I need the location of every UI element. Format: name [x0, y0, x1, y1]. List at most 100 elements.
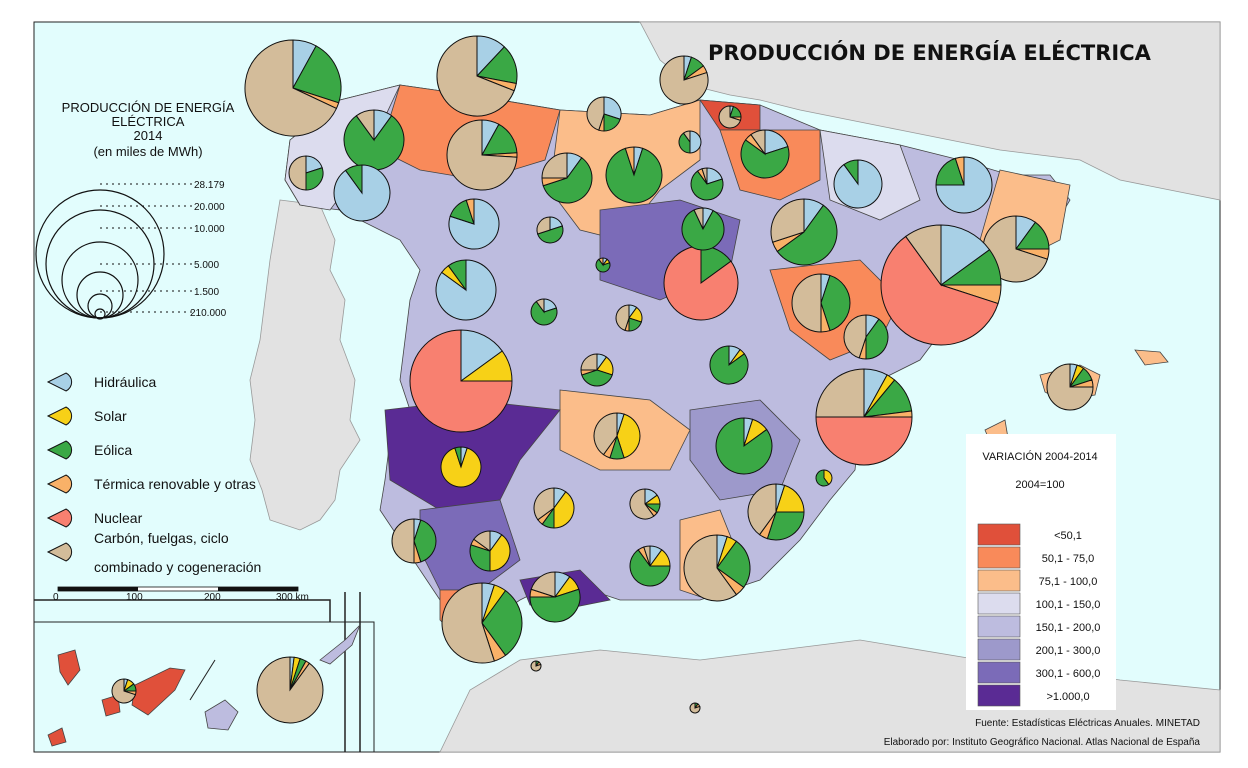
- pie-slice: [536, 216, 551, 235]
- scale-tick-0: 0: [53, 592, 59, 603]
- pie-slice: [541, 152, 568, 179]
- pie-slice: [537, 225, 564, 244]
- pie-slice: [663, 245, 739, 321]
- pie-slice: [750, 129, 766, 156]
- el-hierro-island: [47, 727, 67, 747]
- variation-label: 150,1 - 200,0: [1036, 622, 1101, 634]
- pie-slice: [766, 511, 805, 541]
- pie-slice: [344, 164, 363, 195]
- pie-slice: [481, 589, 523, 657]
- variation-swatch: [977, 638, 1021, 661]
- size-value-4: 5.000: [194, 260, 219, 271]
- legend-hidraulica: Hidráulica: [46, 372, 156, 392]
- pie-slice: [629, 549, 671, 587]
- pie-slice: [436, 35, 515, 117]
- legend-termica: Térmica renovable y otras: [46, 474, 256, 494]
- variation-swatch: [977, 569, 1021, 592]
- pie-slice: [244, 39, 338, 137]
- pie-slice: [843, 314, 867, 359]
- scale-tick-100: 100: [126, 592, 143, 603]
- pie-slice: [530, 571, 556, 598]
- pie-slice: [413, 519, 437, 563]
- pie-slice: [530, 300, 558, 326]
- pie-slice: [693, 207, 704, 230]
- pie-slice: [473, 530, 491, 552]
- pie-slice: [440, 447, 482, 488]
- variation-label: 50,1 - 75,0: [1042, 553, 1095, 565]
- size-legend-heading-2: ELÉCTRICA: [112, 114, 185, 129]
- legend-carbon: Carbón, fuelgas, ciclo combinado y cogen…: [46, 530, 261, 575]
- pie-slice: [791, 273, 822, 333]
- pie-slice: [718, 105, 742, 129]
- pie-slice: [409, 329, 513, 433]
- variation-label: 75,1 - 100,0: [1039, 576, 1098, 588]
- svg-text:Eólica: Eólica: [94, 442, 132, 458]
- size-value-1: 28.179: [194, 180, 225, 191]
- pie-slice: [682, 130, 691, 144]
- pie-slice: [615, 304, 630, 331]
- pie-slice: [716, 540, 751, 589]
- pie-slice: [542, 157, 593, 204]
- pie-slice: [740, 139, 790, 179]
- variation-label: >1.000,0: [1046, 691, 1089, 703]
- inset-divider: [189, 659, 216, 701]
- variation-label: 200,1 - 300,0: [1036, 645, 1101, 657]
- svg-text:Hidráulica: Hidráulica: [94, 374, 156, 390]
- variation-base: 2004=100: [1015, 479, 1064, 491]
- pie-slice: [292, 45, 342, 104]
- pie-slice: [391, 518, 415, 564]
- scale-tick-200: 200: [204, 592, 221, 603]
- gran-canaria-island: [204, 699, 239, 731]
- size-legend-year: 2014: [134, 128, 163, 143]
- variation-swatch: [977, 523, 1021, 546]
- size-value-3: 10.000: [194, 224, 225, 235]
- pie-slice: [288, 155, 307, 191]
- pie-slice: [441, 582, 495, 664]
- pie-slice: [815, 368, 865, 418]
- fuerteventura-island: [319, 624, 361, 665]
- pie-slice: [616, 413, 641, 459]
- pie-slice: [454, 446, 462, 468]
- pie-slice: [469, 544, 491, 572]
- map-title: PRODUCCIÓN DE ENERGÍA ELÉCTRICA: [708, 40, 1152, 65]
- legend-nuclear: Nuclear: [46, 508, 143, 528]
- inset-separator: [34, 592, 361, 752]
- pie-slice: [553, 491, 575, 529]
- pie-slice: [598, 257, 604, 267]
- la-gomera-island: [101, 694, 121, 717]
- variation-label: <50,1: [1054, 530, 1082, 542]
- pie-slice: [530, 660, 542, 672]
- source-text: Fuente: Estadísticas Eléctricas Anuales.…: [975, 718, 1200, 729]
- size-legend: PRODUCCIÓN DE ENERGÍA ELÉCTRICA 2014 (en…: [35, 100, 235, 320]
- variation-swatch: [977, 684, 1021, 707]
- size-circle-5: [87, 293, 113, 319]
- pie-slice: [940, 224, 991, 286]
- svg-text:Carbón, fuelgas, ciclo: Carbón, fuelgas, ciclo: [94, 530, 229, 546]
- variation-label: 100,1 - 150,0: [1036, 599, 1101, 611]
- pie-slice: [580, 353, 598, 371]
- pie-slice: [643, 545, 651, 567]
- variation-legend: VARIACIÓN 2004-2014 2004=100 <50,1 50,1 -…: [966, 434, 1116, 710]
- pie-slice: [681, 209, 725, 251]
- variation-swatch: [977, 546, 1021, 569]
- pie-slice: [593, 412, 618, 456]
- pie-slice: [629, 488, 655, 520]
- la-palma-island: [57, 649, 81, 686]
- pie-slice: [489, 534, 511, 572]
- variation-label: 300,1 - 600,0: [1036, 668, 1101, 680]
- pie-slice: [581, 369, 613, 387]
- pie-slice: [815, 416, 913, 466]
- pie-slice: [689, 130, 702, 154]
- size-circle-6: [94, 308, 106, 320]
- pie-slice: [605, 147, 663, 204]
- pie-slice: [843, 159, 859, 186]
- size-value-5: 1.500: [194, 287, 219, 298]
- pie-slice: [448, 198, 500, 250]
- pie-slice: [603, 96, 622, 120]
- svg-text:combinado y cogeneración: combinado y cogeneración: [94, 559, 261, 575]
- pie-slice: [535, 298, 545, 314]
- province-pie-charts: [111, 35, 1094, 724]
- pie-slice: [533, 487, 555, 521]
- size-value-6: 210.000: [190, 308, 227, 319]
- pie-slice: [776, 204, 838, 266]
